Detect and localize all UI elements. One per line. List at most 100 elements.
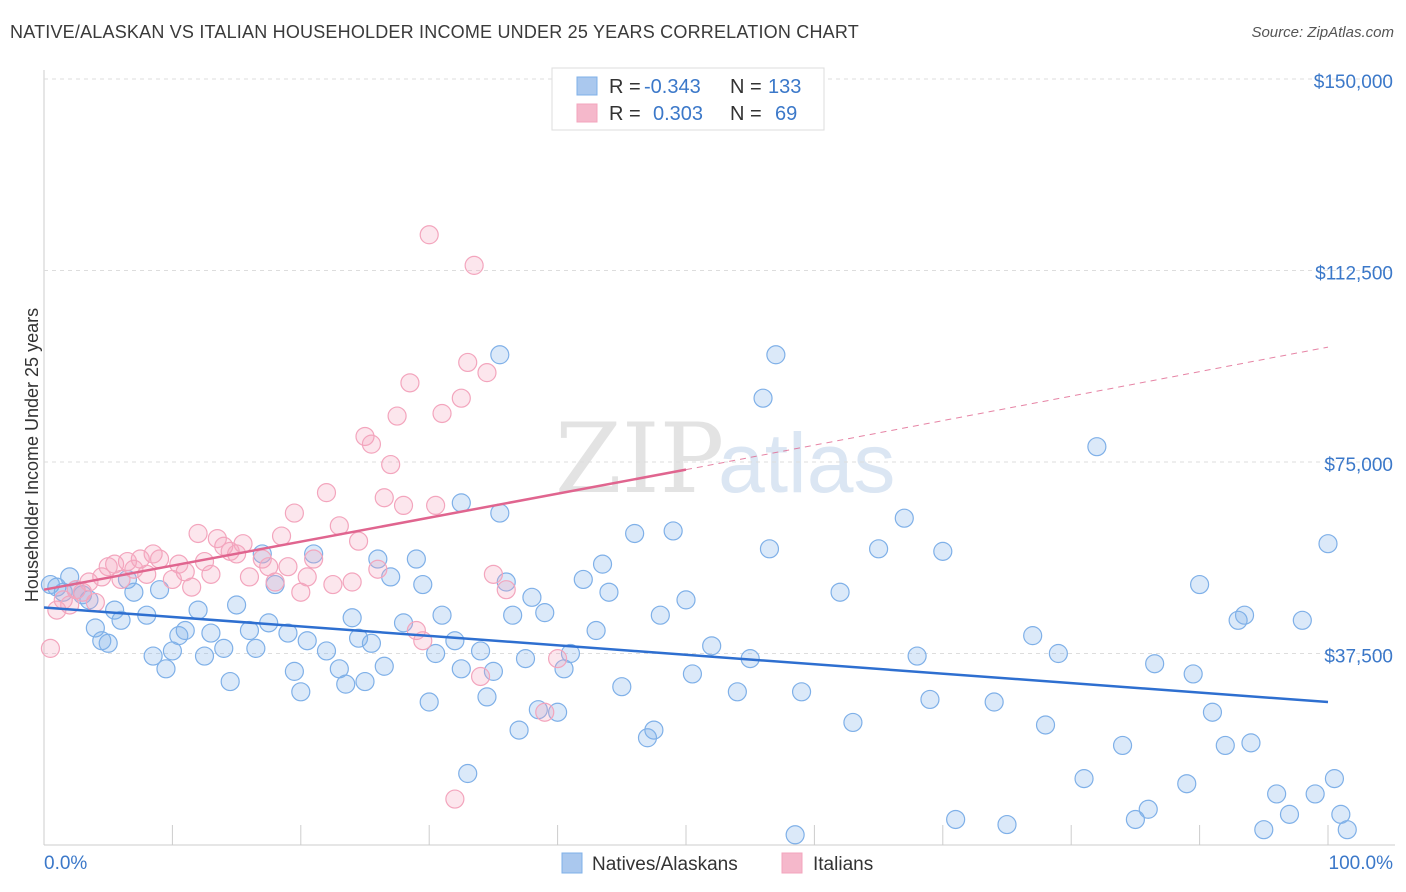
- natives-point: [676, 590, 696, 610]
- natives-point: [933, 541, 953, 561]
- legend-r-label-italians: R =: [609, 103, 641, 125]
- natives-point: [535, 603, 555, 623]
- italians-point: [496, 580, 516, 600]
- natives-point: [1234, 605, 1255, 625]
- bottom-legend-label-italians: Italians: [813, 854, 873, 875]
- italians-point: [368, 559, 388, 579]
- x-tick-label-min: 0.0%: [44, 853, 87, 874]
- italians-point: [445, 789, 465, 809]
- natives-point: [432, 605, 452, 625]
- italians-point: [547, 649, 568, 669]
- natives-point: [227, 595, 247, 615]
- y-tick-labels: $37,500 $75,000 $112,500 $150,000: [1314, 72, 1393, 668]
- natives-points: [40, 345, 1357, 845]
- natives-point: [201, 623, 221, 643]
- italians-point: [348, 531, 369, 551]
- natives-point: [470, 641, 491, 661]
- natives-point: [406, 549, 426, 569]
- italians-point: [451, 388, 471, 408]
- natives-point: [1318, 534, 1338, 554]
- natives-point: [503, 605, 523, 625]
- natives-point: [304, 544, 324, 564]
- italians-point: [458, 352, 478, 373]
- gridlines: [44, 78, 1395, 654]
- italians-point: [432, 403, 452, 424]
- italians-point: [535, 702, 555, 722]
- natives-point: [368, 549, 388, 569]
- bottom-legend-swatch-italians: [781, 852, 803, 874]
- natives-point: [1035, 715, 1056, 735]
- natives-point: [149, 580, 170, 600]
- natives-point: [477, 687, 497, 707]
- bottom-legend-swatch-natives: [561, 852, 583, 874]
- natives-point: [997, 814, 1017, 835]
- natives-point: [284, 661, 304, 681]
- natives-point: [1189, 574, 1210, 595]
- natives-point: [98, 633, 118, 653]
- italians-trend-extension: [685, 346, 1329, 471]
- natives-point: [759, 539, 780, 559]
- natives-point: [214, 638, 234, 658]
- natives-point: [1228, 610, 1248, 630]
- natives-point: [984, 692, 1004, 712]
- natives-point: [682, 664, 703, 684]
- natives-point: [1145, 654, 1165, 674]
- italians-point: [419, 225, 439, 245]
- natives-point: [894, 508, 914, 528]
- natives-point: [490, 345, 510, 365]
- natives-point: [445, 631, 465, 651]
- legend-n-value-natives: 133: [768, 76, 801, 98]
- natives-point: [194, 646, 215, 666]
- natives-point: [650, 605, 670, 625]
- x-tick-label-max: 100.0%: [1329, 853, 1394, 874]
- italians-point: [483, 564, 503, 584]
- natives-point: [1183, 664, 1203, 684]
- y-tick-label: $150,000: [1314, 72, 1393, 93]
- italians-point: [387, 406, 407, 426]
- natives-point: [785, 825, 805, 845]
- natives-point: [419, 692, 439, 712]
- natives-point: [509, 720, 529, 740]
- natives-point: [766, 345, 786, 365]
- natives-point: [599, 582, 619, 602]
- natives-point: [560, 643, 581, 664]
- legend-r-label-natives: R =: [609, 76, 641, 98]
- natives-point: [413, 574, 433, 595]
- watermark-zip: ZIP: [555, 403, 724, 515]
- italians-point: [233, 534, 253, 554]
- natives-point: [188, 600, 208, 620]
- natives-point: [342, 608, 362, 628]
- italians-point: [278, 557, 298, 577]
- italians-point: [426, 495, 446, 516]
- natives-point: [348, 628, 369, 648]
- natives-point: [291, 682, 311, 702]
- natives-point: [124, 582, 144, 602]
- natives-point: [586, 620, 606, 641]
- natives-point: [946, 809, 966, 830]
- natives-point: [451, 659, 471, 679]
- natives-point: [1215, 735, 1235, 756]
- italians-point: [85, 592, 105, 613]
- italians-point: [304, 549, 324, 569]
- italians-point: [464, 255, 484, 275]
- natives-point: [297, 631, 317, 651]
- italians-point: [477, 363, 497, 383]
- trend-lines: [43, 346, 1329, 704]
- natives-point: [1048, 643, 1068, 664]
- natives-point: [458, 763, 478, 784]
- italians-point: [316, 483, 337, 503]
- italians-trend-line: [43, 468, 687, 591]
- italians-point: [271, 526, 292, 546]
- italians-point: [149, 549, 170, 569]
- natives-point: [1177, 774, 1197, 794]
- natives-point: [592, 554, 613, 574]
- natives-point: [868, 539, 889, 559]
- natives-point: [625, 523, 645, 544]
- natives-point: [156, 659, 176, 679]
- natives-point: [1254, 820, 1274, 840]
- natives-point: [143, 646, 163, 666]
- natives-point: [727, 682, 747, 702]
- legend-r-value-italians: 0.303: [653, 103, 703, 125]
- natives-point: [637, 728, 658, 748]
- y-tick-label: $75,000: [1324, 455, 1393, 476]
